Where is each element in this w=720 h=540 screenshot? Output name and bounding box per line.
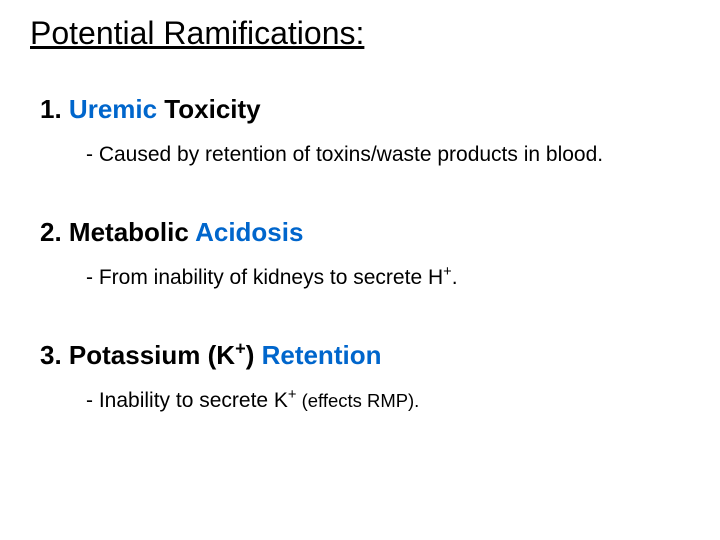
- slide-title: Potential Ramifications:: [30, 15, 692, 52]
- item-2-detail: - From inability of kidneys to secrete H…: [86, 266, 692, 290]
- list-item-2: 2. Metabolic Acidosis - From inability o…: [28, 217, 692, 290]
- item-1-number: 1.: [40, 94, 62, 124]
- item-2-pre: Metabolic: [62, 217, 195, 247]
- item-1-detail: - Caused by retention of toxins/waste pr…: [86, 143, 692, 167]
- item-3-heading: 3. Potassium (K+) Retention: [40, 340, 692, 371]
- list-item-3: 3. Potassium (K+) Retention - Inability …: [28, 340, 692, 413]
- item-3-detail: - Inability to secrete K+ (effects RMP).: [86, 389, 692, 413]
- item-3-detail-small: (effects RMP).: [297, 390, 420, 411]
- item-2-detail-suffix: .: [452, 266, 458, 289]
- item-1-heading: 1. Uremic Toxicity: [40, 94, 692, 125]
- item-2-highlight: Acidosis: [195, 217, 303, 247]
- item-1-highlight: Uremic: [69, 94, 157, 124]
- item-2-detail-prefix: - From inability of kidneys to secrete H: [86, 266, 443, 289]
- item-3-pre: Potassium (K: [62, 340, 235, 370]
- list-item-1: 1. Uremic Toxicity - Caused by retention…: [28, 94, 692, 167]
- item-2-number: 2.: [40, 217, 62, 247]
- item-3-number: 3.: [40, 340, 62, 370]
- item-1-rest: Toxicity: [157, 94, 261, 124]
- item-3-mid: ): [246, 340, 262, 370]
- item-3-highlight: Retention: [262, 340, 382, 370]
- item-3-detail-prefix: - Inability to secrete K: [86, 389, 288, 412]
- item-3-sup: +: [235, 338, 246, 358]
- item-2-detail-sup: +: [443, 264, 452, 280]
- item-1-detail-text: - Caused by retention of toxins/waste pr…: [86, 143, 603, 166]
- item-3-detail-sup: +: [288, 387, 297, 403]
- item-2-heading: 2. Metabolic Acidosis: [40, 217, 692, 248]
